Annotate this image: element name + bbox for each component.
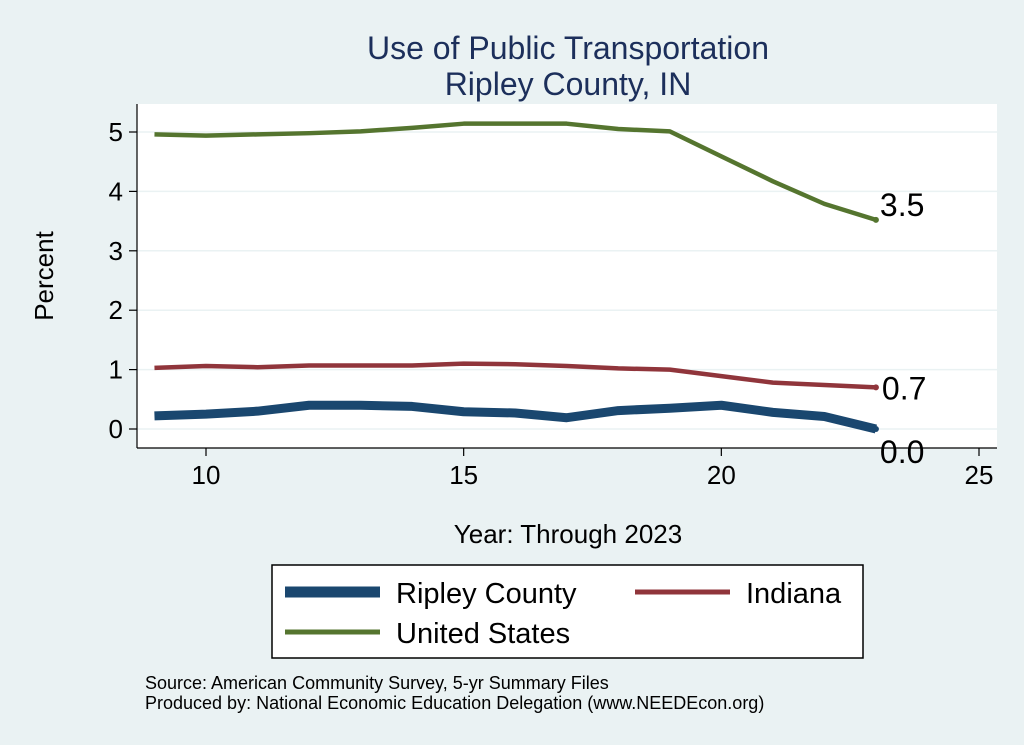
- x-axis-title: Year: Through 2023: [454, 519, 682, 549]
- series-line-ripley-county: [154, 400, 877, 434]
- chart-subtitle: Ripley County, IN: [445, 66, 692, 102]
- series-layer: [154, 121, 879, 434]
- end-labels: 0.0 0.7 3.5: [880, 187, 926, 470]
- producer-note: Produced by: National Economic Education…: [145, 693, 764, 713]
- y-tick-label-3: 3: [109, 236, 123, 266]
- x-tick-label-10: 10: [192, 460, 221, 490]
- series-endpoint-ripley-county: [872, 426, 879, 432]
- y-tick-label-5: 5: [109, 117, 123, 147]
- y-tick-label-0: 0: [109, 414, 123, 444]
- plot-area: [137, 104, 997, 448]
- x-tick-label-20: 20: [707, 460, 736, 490]
- source-note: Source: American Community Survey, 5-yr …: [145, 673, 609, 693]
- x-tick-label-25: 25: [965, 460, 994, 490]
- y-tick-label-1: 1: [109, 355, 123, 385]
- axes: 0 1 2 3 4 5 10 15 20 25: [109, 104, 997, 490]
- legend-label-ripley: Ripley County: [396, 578, 577, 610]
- end-label-ripley-county: 0.0: [880, 434, 924, 470]
- series-endpoint-indiana: [872, 384, 879, 391]
- series-line-indiana: [154, 361, 877, 390]
- series-line-united-states: [154, 121, 877, 223]
- legend-box: [271, 564, 864, 659]
- series-endpoint-united-states: [872, 216, 879, 223]
- y-axis-title: Percent: [29, 230, 59, 320]
- chart-title: Use of Public Transportation: [367, 30, 769, 66]
- x-tick-label-15: 15: [449, 460, 478, 490]
- legend-label-indiana: Indiana: [746, 578, 842, 610]
- legend-label-us: United States: [396, 618, 570, 650]
- end-label-united-states: 3.5: [880, 187, 924, 223]
- y-tick-label-2: 2: [109, 295, 123, 325]
- end-label-indiana: 0.7: [882, 370, 926, 406]
- legend: Ripley County Indiana United States: [271, 564, 864, 659]
- y-tick-label-4: 4: [109, 176, 123, 206]
